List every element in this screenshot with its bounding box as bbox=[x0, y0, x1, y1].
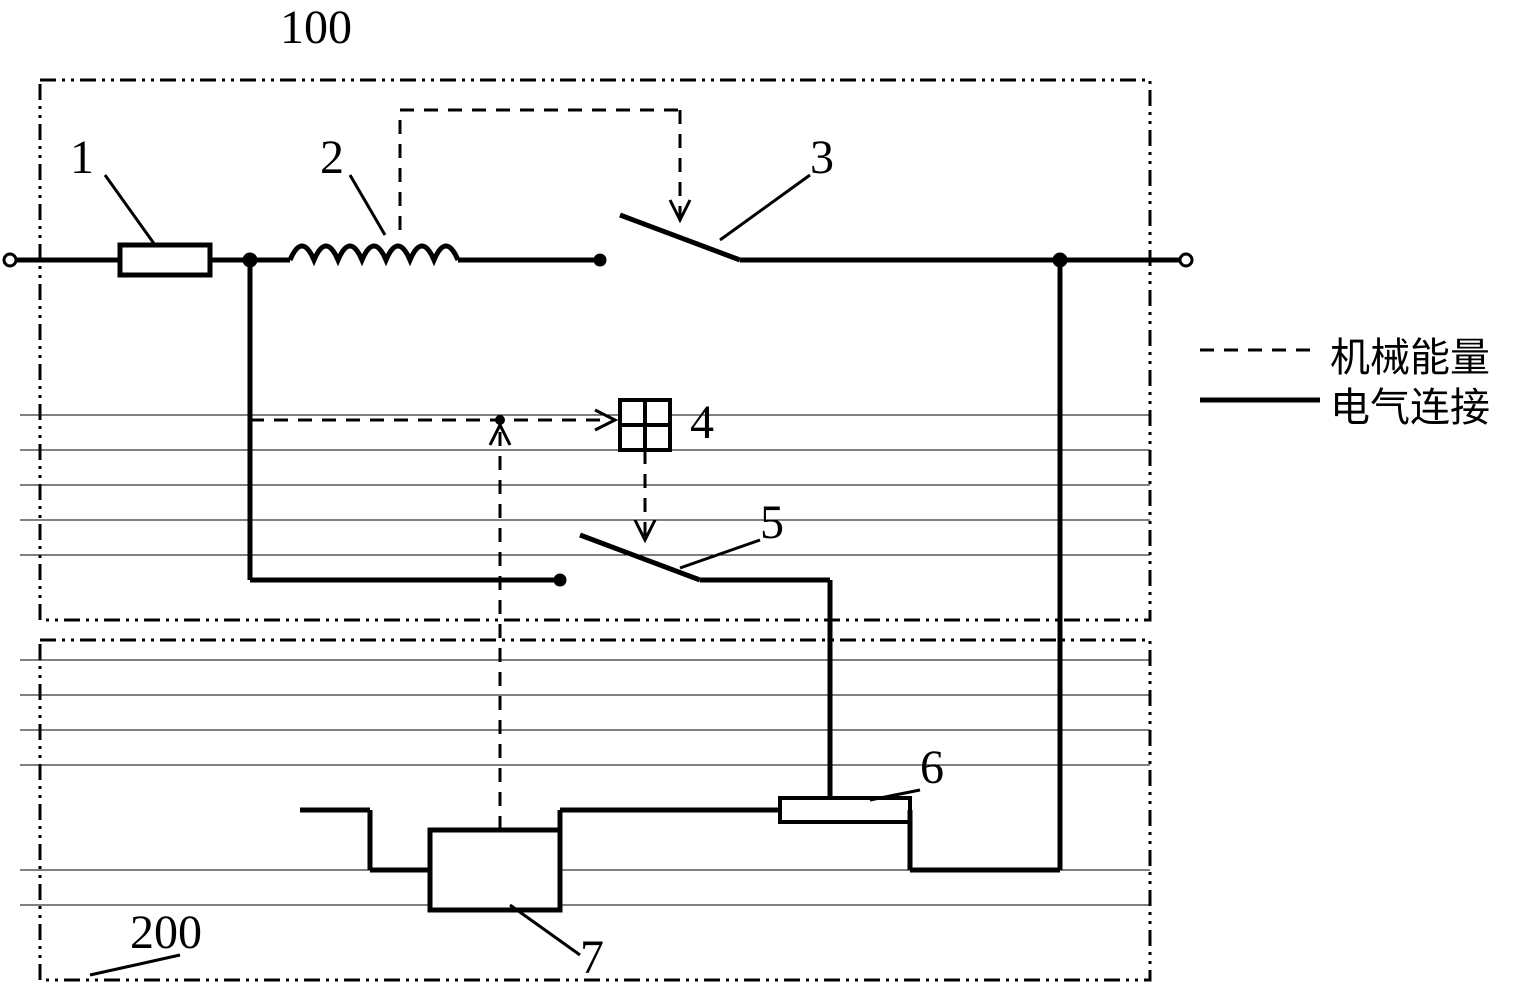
wire-down-from-node bbox=[245, 255, 910, 910]
legend bbox=[1200, 350, 1320, 400]
main-top-wire bbox=[4, 215, 1192, 275]
legend-electrical: 电气连接 bbox=[1330, 375, 1490, 433]
label-2: 2 bbox=[320, 130, 344, 185]
label-7: 7 bbox=[580, 930, 604, 985]
box-100-label: 100 bbox=[280, 0, 352, 55]
hatch-lines bbox=[20, 415, 1150, 905]
label-4: 4 bbox=[690, 395, 714, 450]
label-5: 5 bbox=[760, 495, 784, 550]
component-4 bbox=[620, 400, 670, 450]
label-6: 6 bbox=[920, 740, 944, 795]
label-3: 3 bbox=[810, 130, 834, 185]
box-200-label: 200 bbox=[130, 905, 202, 960]
label-1: 1 bbox=[70, 130, 94, 185]
